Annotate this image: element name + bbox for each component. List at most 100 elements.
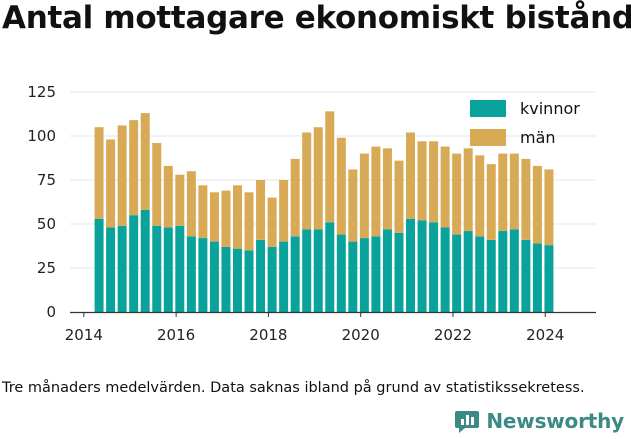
bar-kvinnor: [256, 239, 266, 312]
brand-name: Newsworthy: [486, 409, 624, 433]
bar-man: [267, 197, 277, 247]
bar-kvinnor: [406, 218, 416, 312]
y-tick-label: 25: [37, 259, 56, 277]
bar-man: [140, 113, 150, 210]
bar-kvinnor: [244, 250, 254, 312]
bar-kvinnor: [140, 209, 150, 312]
legend-swatch: [470, 129, 506, 146]
bar-man: [394, 160, 404, 233]
bar-kvinnor: [440, 227, 450, 312]
legend-label: kvinnor: [520, 99, 580, 118]
bar-kvinnor: [325, 222, 335, 312]
bar-kvinnor: [336, 234, 346, 312]
bar-kvinnor: [371, 236, 381, 312]
bar-man: [429, 141, 439, 223]
x-tick-label: 2022: [434, 326, 472, 344]
bar-man: [302, 132, 312, 230]
bars: [94, 111, 554, 312]
chart-title: Antal mottagare ekonomiskt bistånd: [2, 0, 631, 36]
bar-man: [186, 171, 196, 237]
bar-kvinnor: [198, 238, 208, 312]
bar-man: [336, 137, 346, 235]
bar-kvinnor: [348, 241, 358, 312]
bar-man: [382, 148, 392, 230]
y-tick-label: 75: [37, 171, 56, 189]
bar-kvinnor: [221, 246, 231, 312]
bar-kvinnor: [452, 234, 462, 312]
bar-kvinnor: [129, 215, 139, 312]
bar-kvinnor: [232, 248, 242, 312]
bar-kvinnor: [279, 241, 289, 312]
bar-kvinnor: [475, 236, 485, 312]
bar-kvinnor: [382, 229, 392, 312]
bar-kvinnor: [486, 239, 496, 312]
bar-man: [232, 185, 242, 249]
bar-kvinnor: [94, 218, 104, 312]
bar-man: [325, 111, 335, 223]
bar-kvinnor: [106, 227, 116, 312]
bar-man: [198, 185, 208, 239]
bar-man: [486, 164, 496, 240]
bar-man: [279, 180, 289, 242]
bar-kvinnor: [417, 220, 427, 312]
x-tick-label: 2014: [65, 326, 103, 344]
bar-kvinnor: [544, 245, 554, 312]
bar-man: [256, 180, 266, 240]
bar-man: [244, 192, 254, 251]
bar-man: [452, 153, 462, 235]
bar-man: [440, 146, 450, 228]
bar-man: [221, 190, 231, 247]
y-tick-label: 0: [46, 303, 56, 321]
bar-kvinnor: [359, 238, 369, 312]
stacked-bar-chart: 0 25 50 75 100 125 2014 2016 2018 2020 2022 2024 kv…: [27, 83, 596, 344]
bar-man: [129, 120, 139, 216]
bar-kvinnor: [267, 246, 277, 312]
bar-man: [106, 139, 116, 228]
bar-kvinnor: [186, 236, 196, 312]
bar-kvinnor: [290, 236, 300, 312]
bar-kvinnor: [394, 232, 404, 312]
y-tick-label: 50: [37, 215, 56, 233]
bar-kvinnor: [117, 225, 127, 312]
bar-man: [348, 169, 358, 242]
newsworthy-logo-icon: [455, 411, 480, 433]
bar-man: [498, 153, 508, 232]
x-tick-label: 2024: [526, 326, 564, 344]
bar-man: [532, 165, 542, 244]
bar-man: [117, 125, 127, 226]
bar-man: [475, 155, 485, 237]
brand-logo[interactable]: Newsworthy: [454, 408, 624, 434]
bar-kvinnor: [175, 225, 185, 312]
legend: kvinnor män: [470, 99, 580, 147]
x-tick-label: 2020: [342, 326, 380, 344]
axes: 0 25 50 75 100 125 2014 2016 2018 2020 2022 2024: [27, 83, 596, 344]
footnote: Tre månaders medelvärden. Data saknas ib…: [2, 380, 585, 396]
bar-kvinnor: [532, 243, 542, 312]
bar-man: [209, 192, 219, 242]
bar-man: [406, 132, 416, 219]
bar-man: [417, 141, 427, 221]
bar-kvinnor: [429, 222, 439, 312]
bar-man: [371, 146, 381, 237]
bar-man: [152, 143, 162, 226]
bar-kvinnor: [521, 239, 531, 312]
x-tick-label: 2016: [157, 326, 195, 344]
x-tick-label: 2018: [249, 326, 287, 344]
bar-kvinnor: [498, 231, 508, 312]
bar-man: [509, 153, 519, 230]
bar-man: [463, 148, 473, 232]
bar-man: [290, 158, 300, 237]
legend-swatch: [470, 100, 506, 117]
bar-man: [313, 127, 323, 230]
bar-man: [521, 158, 531, 240]
y-tick-label: 125: [27, 83, 56, 101]
bar-kvinnor: [313, 229, 323, 312]
bar-kvinnor: [163, 227, 173, 312]
bar-kvinnor: [302, 229, 312, 312]
bar-kvinnor: [463, 231, 473, 312]
bar-man: [359, 153, 369, 239]
bar-kvinnor: [509, 229, 519, 312]
bar-man: [163, 165, 173, 228]
bar-kvinnor: [152, 225, 162, 312]
bar-man: [175, 174, 185, 226]
